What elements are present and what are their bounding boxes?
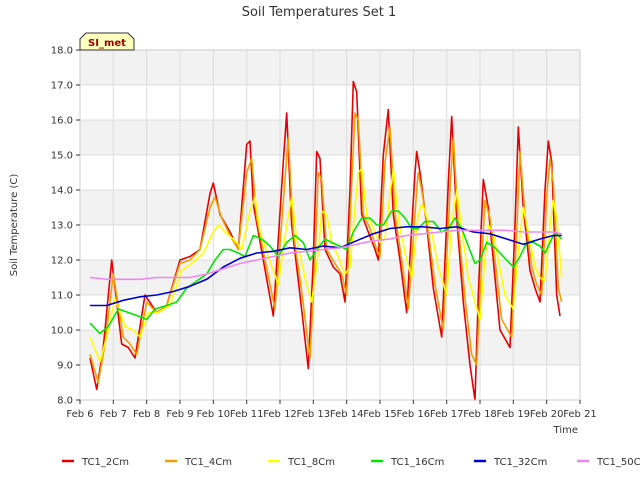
y-tick-label: 15.0 bbox=[51, 151, 73, 162]
x-tick-label: Feb 10 bbox=[197, 409, 231, 420]
x-tick-label: Feb 20 bbox=[530, 409, 564, 420]
x-tick-label: Feb 8 bbox=[133, 409, 160, 420]
y-tick-label: 12.0 bbox=[51, 256, 73, 267]
x-tick-label: Feb 19 bbox=[497, 409, 531, 420]
x-tick-label: Feb 16 bbox=[397, 409, 431, 420]
series-line-tc1-32cm bbox=[90, 226, 562, 307]
legend-label: TC1_8Cm bbox=[287, 457, 335, 468]
x-tick-label: Feb 7 bbox=[100, 409, 127, 420]
x-tick-label: Feb 13 bbox=[297, 409, 331, 420]
legend-label: TC1_16Cm bbox=[390, 457, 444, 468]
plot-band-light bbox=[80, 155, 580, 190]
y-tick-label: 17.0 bbox=[51, 81, 73, 92]
y-tick-label: 11.0 bbox=[51, 291, 73, 302]
legend-label: TC1_50Cm bbox=[596, 457, 640, 468]
series-layer bbox=[89, 80, 563, 401]
x-tick-label: Feb 15 bbox=[363, 409, 397, 420]
y-tick-label: 10.0 bbox=[51, 326, 73, 337]
y-tick-label: 14.0 bbox=[51, 186, 73, 197]
plot-band-shaded bbox=[80, 190, 580, 225]
x-tick-label: Feb 18 bbox=[463, 409, 497, 420]
x-tick-label: Feb 14 bbox=[330, 409, 364, 420]
plot-band-light bbox=[80, 365, 580, 400]
x-axis-ticks: Feb 6 Feb 7 Feb 8 Feb 9 Feb 10 Feb 11 Feb 12 Fe… bbox=[66, 400, 597, 420]
legend-label: TC1_2Cm bbox=[81, 457, 129, 468]
series-line-tc1-50cm bbox=[89, 229, 562, 281]
y-tick-label: 16.0 bbox=[51, 116, 73, 127]
legend-item-tc1-2cm: TC1_2Cm bbox=[62, 457, 129, 468]
legend-label: TC1_32Cm bbox=[493, 457, 547, 468]
x-tick-label: Feb 21 bbox=[563, 409, 597, 420]
series-line-tc1-4cm bbox=[89, 112, 563, 384]
chart-title: Soil Temperatures Set 1 bbox=[242, 5, 397, 20]
plot-band-light bbox=[80, 85, 580, 120]
y-tick-label: 8.0 bbox=[57, 396, 73, 407]
legend-item-tc1-50cm: TC1_50Cm bbox=[577, 457, 640, 468]
legend-label: TC1_4Cm bbox=[184, 457, 232, 468]
y-axis-label: Soil Temperature (C) bbox=[9, 174, 20, 277]
legend: TC1_2Cm TC1_4Cm TC1_8Cm TC1_16Cm TC1_32Cm TC1… bbox=[62, 457, 640, 468]
site-label: SI_met bbox=[88, 38, 126, 49]
x-tick-label: Feb 6 bbox=[66, 409, 93, 420]
plot-band-shaded bbox=[80, 120, 580, 155]
plot-band-shaded bbox=[80, 330, 580, 365]
legend-item-tc1-8cm: TC1_8Cm bbox=[268, 457, 335, 468]
series-line-tc1-8cm bbox=[89, 168, 563, 363]
x-tick-label: Feb 12 bbox=[263, 409, 297, 420]
y-tick-label: 13.0 bbox=[51, 221, 73, 232]
x-tick-label: Feb 9 bbox=[166, 409, 193, 420]
series-line-tc1-2cm bbox=[89, 80, 561, 401]
legend-item-tc1-4cm: TC1_4Cm bbox=[165, 457, 232, 468]
plot-band-shaded bbox=[80, 50, 580, 85]
x-tick-label: Feb 11 bbox=[230, 409, 264, 420]
legend-item-tc1-32cm: TC1_32Cm bbox=[474, 457, 547, 468]
x-tick-label: Feb 17 bbox=[430, 409, 464, 420]
y-tick-label: 18.0 bbox=[51, 46, 73, 57]
x-axis-label: Time bbox=[553, 425, 578, 436]
y-axis-ticks: 8.0 9.0 10.0 11.0 12.0 13.0 14.0 15.0 16.0 17.0 18… bbox=[51, 46, 80, 407]
legend-item-tc1-16cm: TC1_16Cm bbox=[371, 457, 444, 468]
y-tick-label: 9.0 bbox=[57, 361, 73, 372]
site-badge-shape bbox=[79, 32, 135, 51]
site-badge: SI_met bbox=[79, 32, 135, 51]
